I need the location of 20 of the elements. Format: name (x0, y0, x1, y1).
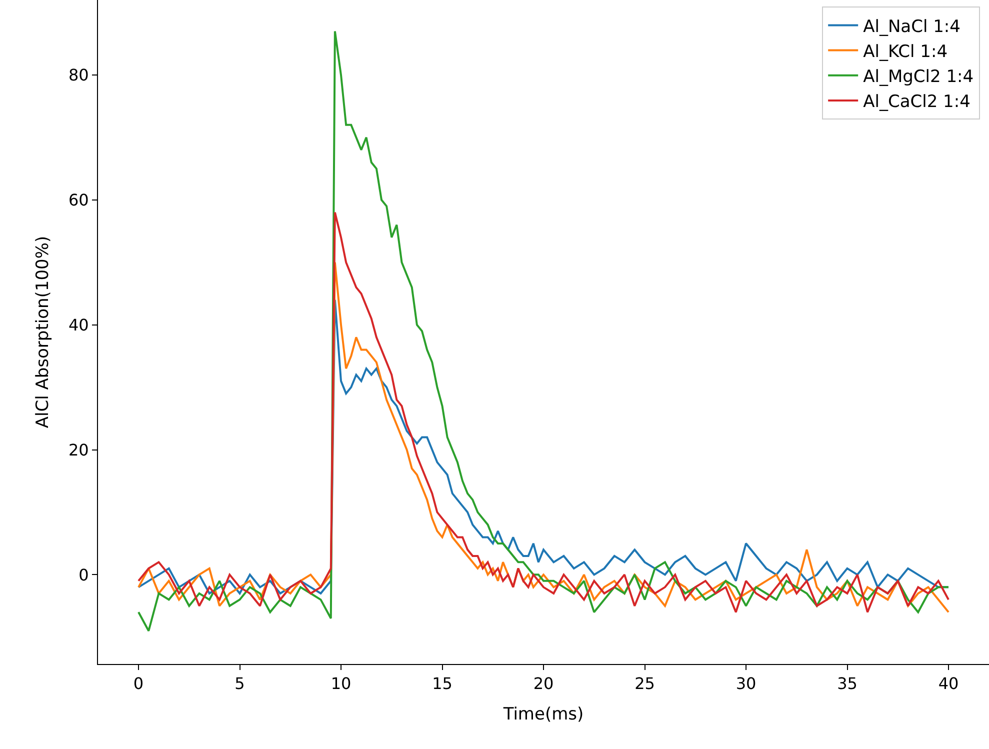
x-tick-label: 25 (634, 674, 655, 694)
x-tick-label: 35 (837, 674, 858, 694)
y-tick-label: 80 (68, 66, 89, 85)
legend-label: Al_MgCl2 1:4 (863, 67, 974, 88)
x-tick-label: 20 (533, 674, 554, 694)
x-tick-label: 5 (234, 674, 245, 694)
x-tick-label: 0 (133, 674, 144, 694)
y-tick-label: 20 (68, 440, 89, 460)
x-tick-label: 10 (330, 674, 352, 694)
legend-label: Al_NaCl 1:4 (863, 16, 960, 37)
x-axis-title: Time(ms) (502, 704, 584, 725)
legend-label: Al_KCl 1:4 (863, 42, 948, 62)
y-tick-label: 60 (68, 190, 89, 210)
x-tick-label: 40 (938, 674, 959, 694)
x-tick-label: 30 (736, 674, 756, 694)
y-tick-label: 0 (78, 565, 89, 584)
x-tick-label: 15 (432, 674, 452, 694)
y-axis-title: AlCl Absorption(100%) (32, 236, 53, 428)
y-tick-label: 40 (68, 315, 89, 334)
legend-label: Al_CaCl2 1:4 (863, 92, 970, 112)
